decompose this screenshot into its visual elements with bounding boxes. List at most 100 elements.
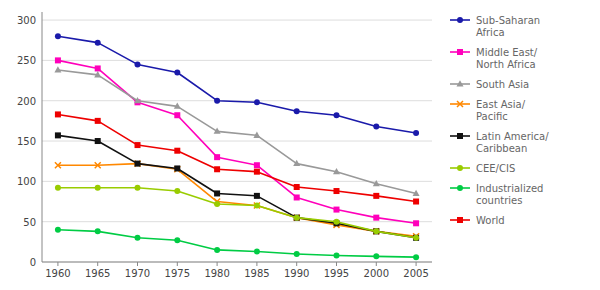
series-line	[58, 70, 416, 193]
point	[373, 253, 379, 259]
x-tick-label: 2000	[364, 268, 389, 279]
series	[55, 227, 419, 260]
legend-label: South Asia	[476, 79, 529, 90]
x-tick-label: 1965	[85, 268, 110, 279]
point	[174, 148, 180, 154]
x-tick	[177, 262, 178, 266]
legend-marker	[457, 17, 463, 23]
x-tick-label: 1990	[284, 268, 309, 279]
x-tick	[256, 262, 257, 266]
series-line	[58, 135, 416, 237]
legend-item: Industrializedcountries	[450, 183, 543, 206]
legend-marker	[457, 165, 463, 171]
point	[174, 166, 180, 172]
legend-label-line: CEE/CIS	[476, 163, 515, 174]
x-tick	[97, 262, 98, 266]
grid-line	[42, 60, 432, 61]
legend-marker	[457, 101, 463, 107]
point	[55, 185, 61, 191]
x-tick	[57, 262, 58, 266]
legend-label-line: North Africa	[476, 59, 536, 70]
legend-item: Sub-SaharanAfrica	[450, 15, 540, 38]
x-tick	[336, 262, 337, 266]
legend-label-line: Middle East/	[476, 47, 538, 58]
y-tick-label: 250	[17, 55, 36, 66]
point	[174, 112, 180, 118]
chart: 0501001502002503001960196519701975198019…	[0, 0, 600, 290]
point	[94, 71, 101, 77]
point	[333, 168, 340, 174]
point	[413, 235, 419, 241]
point	[254, 203, 260, 209]
legend-label-line: Africa	[476, 27, 505, 38]
point	[373, 228, 379, 234]
series	[55, 132, 419, 240]
legend-label: Latin America/Caribbean	[476, 131, 549, 154]
point	[254, 162, 260, 168]
legend-item: South Asia	[450, 79, 529, 90]
point	[294, 251, 300, 257]
point	[135, 161, 141, 167]
legend-label-line: Sub-Saharan	[476, 15, 540, 26]
point	[413, 130, 419, 136]
plot-area	[54, 33, 419, 260]
series-line	[58, 164, 416, 237]
point	[293, 160, 300, 166]
point	[55, 57, 61, 63]
point	[135, 161, 141, 167]
x-tick-label: 1970	[125, 268, 150, 279]
x-tick-label: 1980	[204, 268, 229, 279]
x-tick	[416, 262, 417, 266]
x-tick-label: 2005	[403, 268, 428, 279]
series	[55, 185, 419, 241]
x-tick	[137, 262, 138, 266]
point	[294, 215, 300, 221]
x-tick-label: 1985	[244, 268, 269, 279]
point	[135, 61, 141, 67]
point	[413, 199, 419, 205]
series	[55, 161, 419, 240]
point	[135, 185, 141, 191]
point	[254, 203, 260, 209]
legend-marker	[457, 185, 463, 191]
legend-label-line: countries	[476, 195, 522, 206]
point	[214, 154, 220, 160]
point	[413, 220, 419, 226]
x-tick	[376, 262, 377, 266]
y-tick-label: 100	[17, 176, 36, 187]
point	[253, 132, 260, 138]
point	[95, 162, 101, 168]
x-tick	[296, 262, 297, 266]
point	[294, 108, 300, 114]
legend-marker	[457, 217, 463, 223]
point	[294, 184, 300, 190]
y-axis-line	[42, 12, 43, 262]
point	[373, 228, 379, 234]
x-tick-label: 1975	[165, 268, 190, 279]
point	[54, 66, 61, 72]
grid	[42, 20, 432, 262]
y-tick-label: 200	[17, 96, 36, 107]
series-line	[58, 60, 416, 223]
legend-label-line: Latin America/	[476, 131, 549, 142]
point	[214, 98, 220, 104]
x-tick	[217, 262, 218, 266]
legend-label: World	[476, 215, 505, 226]
legend-label-line: South Asia	[476, 79, 529, 90]
point	[333, 207, 339, 213]
point	[214, 201, 220, 207]
legend-label: East Asia/Pacific	[476, 99, 526, 122]
y-tick-label: 50	[23, 217, 36, 228]
point	[373, 124, 379, 130]
point	[95, 118, 101, 124]
point	[55, 132, 61, 138]
point	[214, 128, 221, 134]
point	[254, 99, 260, 105]
point	[413, 190, 420, 196]
series	[54, 66, 419, 196]
point	[413, 235, 419, 241]
y-tick-label: 150	[17, 136, 36, 147]
y-tick-label: 300	[17, 15, 36, 26]
legend-marker	[457, 133, 463, 139]
point	[214, 190, 220, 196]
